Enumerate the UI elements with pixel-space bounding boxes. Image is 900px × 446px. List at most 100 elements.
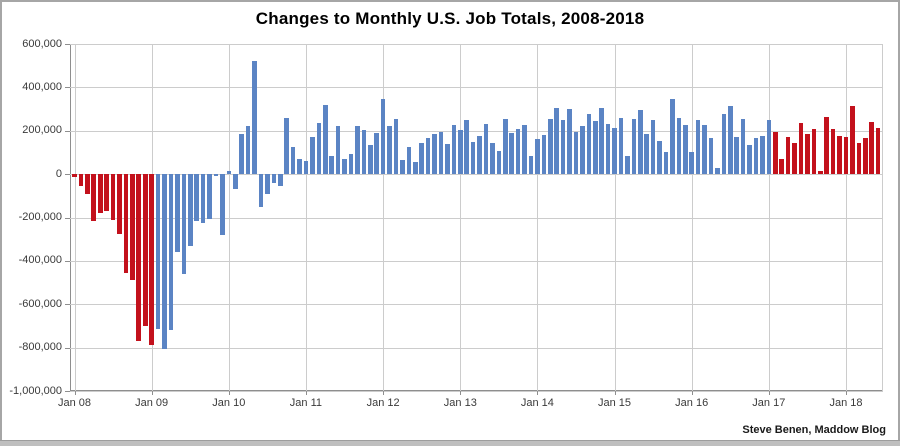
bar-feb-2014: [541, 135, 547, 175]
bar-sep-2008: [123, 174, 129, 273]
bar-nov-2015: [676, 117, 682, 175]
x-tick-mark-jan-13: [460, 391, 462, 395]
bar-jan-2017: [766, 119, 772, 175]
y-tick-label--600000: -600,000: [18, 297, 62, 310]
bar-apr-2010: [245, 126, 251, 175]
bar-sep-2012: [432, 134, 437, 175]
bar-oct-2008: [130, 174, 135, 281]
bar-aug-2017: [811, 128, 817, 175]
bar-jun-2011: [335, 126, 341, 175]
bar-jul-2009: [187, 174, 193, 246]
bar-jul-2010: [265, 174, 270, 194]
bar-apr-2015: [631, 118, 637, 175]
bar-jun-2012: [412, 162, 418, 175]
bar-dec-2011: [374, 132, 379, 175]
bar-oct-2012: [438, 131, 444, 175]
bar-jun-2014: [567, 109, 572, 175]
x-tick-label-jan-15: Jan 15: [597, 397, 632, 409]
bar-feb-2010: [232, 174, 238, 190]
bar-aug-2010: [271, 174, 277, 183]
frame-bottom-bar: [0, 440, 900, 446]
bar-jul-2017: [805, 134, 810, 175]
bar-mar-2010: [239, 134, 244, 175]
bar-oct-2014: [592, 120, 598, 175]
bar-apr-2012: [400, 160, 405, 175]
x-tick-mark-jan-15: [614, 391, 616, 395]
bar-apr-2017: [785, 137, 791, 175]
bar-jan-2011: [303, 161, 309, 175]
gridline-y--400000: [70, 260, 883, 262]
bar-may-2008: [97, 174, 103, 214]
bar-sep-2014: [586, 114, 592, 175]
bar-dec-2016: [760, 136, 765, 175]
gridline-x-jan-17: [768, 44, 770, 391]
bar-oct-2010: [284, 117, 289, 175]
bar-aug-2014: [580, 126, 585, 175]
gridline-y-400000: [70, 87, 883, 89]
bar-jan-2012: [380, 99, 386, 175]
bar-jun-2009: [181, 174, 187, 274]
gridline-y--200000: [70, 217, 883, 219]
x-tick-mark-jan-12: [383, 391, 385, 395]
bar-may-2013: [483, 124, 489, 175]
bar-sep-2017: [817, 170, 823, 175]
x-tick-label-jan-09: Jan 09: [135, 397, 169, 409]
bar-mar-2008: [85, 174, 90, 194]
gridline-x-jan-16: [691, 44, 693, 391]
bar-jun-2016: [721, 114, 727, 175]
bar-oct-2016: [747, 144, 752, 175]
bar-jan-2016: [689, 152, 694, 175]
gridline-x-jan-15: [614, 44, 616, 391]
bar-jan-2010: [226, 170, 232, 175]
bar-apr-2014: [554, 107, 559, 175]
bar-apr-2009: [168, 174, 174, 331]
bar-feb-2018: [850, 105, 855, 175]
y-tick-mark-0: [65, 174, 70, 176]
x-tick-label-jan-12: Jan 12: [366, 397, 400, 409]
bar-sep-2013: [509, 132, 514, 175]
x-tick-label-jan-11: Jan 11: [289, 397, 322, 409]
bar-oct-2011: [361, 129, 367, 175]
plot-right-border: [882, 44, 883, 391]
bar-oct-2017: [824, 116, 829, 175]
bar-jan-2015: [612, 127, 617, 175]
gridline-x-jan-12: [383, 44, 385, 391]
bar-jul-2015: [650, 119, 656, 175]
y-tick-mark--400000: [65, 260, 70, 262]
x-tick-label-jan-13: Jan 13: [443, 397, 477, 409]
bar-aug-2008: [117, 174, 122, 234]
bar-nov-2017: [830, 128, 836, 175]
x-tick-mark-jan-16: [691, 391, 693, 395]
bar-may-2017: [792, 142, 797, 175]
bar-jan-2013: [457, 129, 463, 175]
bar-dec-2010: [297, 158, 302, 175]
bar-may-2009: [175, 174, 180, 253]
y-tick-label-400000: 400,000: [22, 80, 62, 93]
bar-aug-2009: [194, 174, 199, 221]
x-tick-mark-jan-10: [228, 391, 230, 395]
gridline-y--1000000: [70, 391, 883, 392]
bar-oct-2009: [207, 174, 212, 219]
y-tick-mark-600000: [65, 44, 70, 45]
bar-may-2012: [406, 147, 412, 175]
x-tick-label-jan-10: Jan 10: [212, 397, 246, 409]
bar-sep-2015: [663, 152, 669, 175]
y-tick-mark--600000: [65, 304, 70, 306]
bar-mar-2013: [470, 141, 476, 175]
bar-jun-2010: [258, 174, 264, 207]
attribution-text: Steve Benen, Maddow Blog: [742, 424, 886, 436]
bar-apr-2018: [862, 138, 868, 175]
bar-apr-2008: [91, 174, 97, 221]
gridline-x-jan-08: [74, 44, 76, 391]
gridline-x-jan-11: [305, 44, 307, 391]
x-tick-mark-jan-17: [768, 391, 770, 395]
bar-jan-2008: [72, 174, 77, 178]
y-tick-label-200000: 200,000: [22, 124, 62, 137]
plot-area: [70, 44, 883, 392]
y-tick-mark--200000: [65, 217, 70, 219]
bar-may-2011: [329, 155, 334, 175]
frame-top: [0, 0, 900, 2]
bar-dec-2017: [837, 136, 842, 175]
x-tick-label-jan-14: Jan 14: [520, 397, 554, 409]
